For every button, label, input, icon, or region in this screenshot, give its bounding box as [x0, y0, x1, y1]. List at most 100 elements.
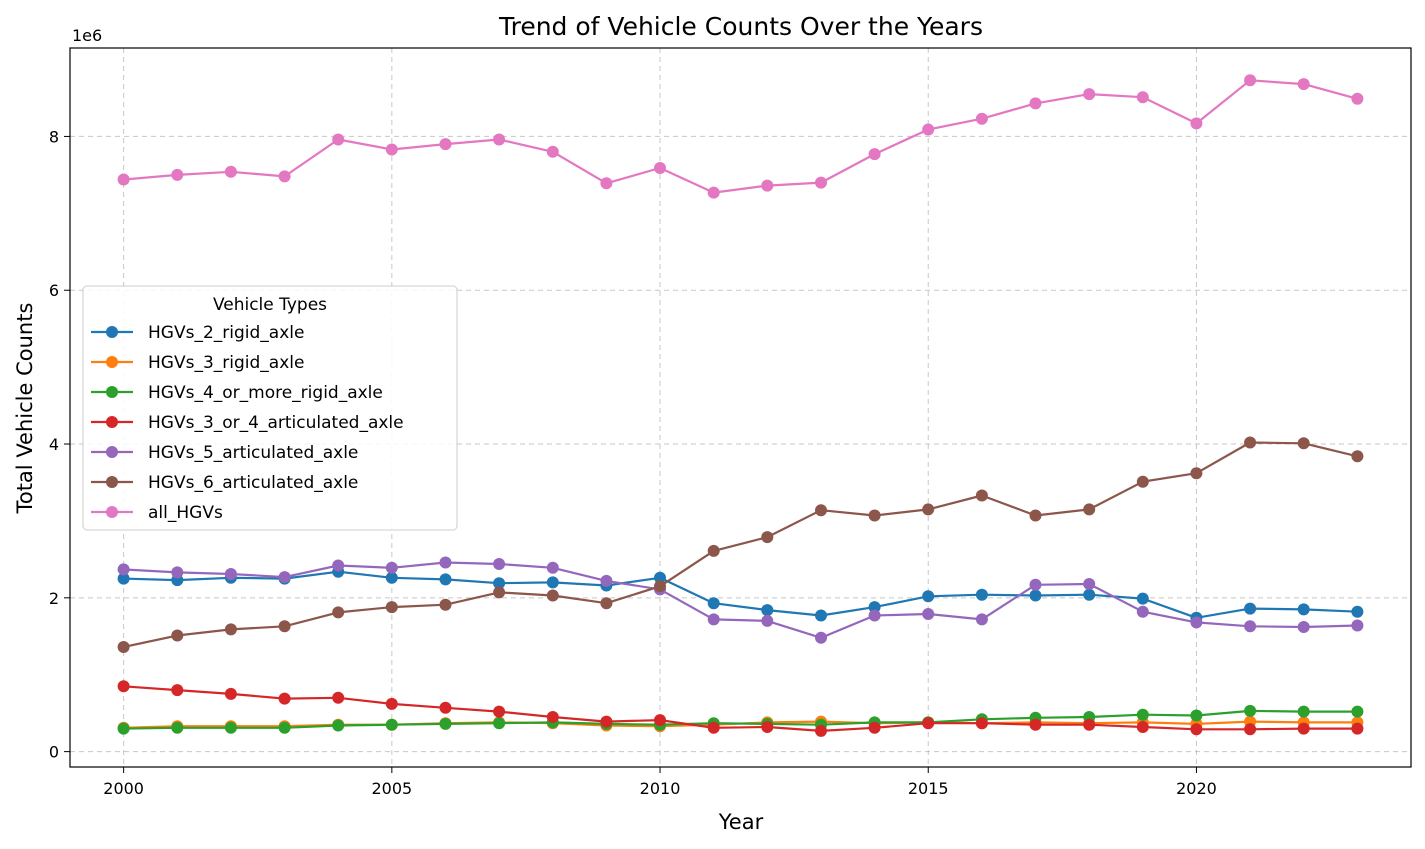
data-point [975, 112, 988, 125]
data-point [815, 724, 827, 737]
data-point [332, 719, 345, 732]
y-offset-label: 1e6 [72, 26, 102, 45]
data-point [1351, 705, 1364, 718]
x-tick-label: 2005 [371, 779, 412, 798]
data-point [493, 558, 506, 570]
x-tick-label: 2000 [103, 779, 144, 798]
data-point [1029, 97, 1042, 110]
data-point [1190, 723, 1203, 736]
series-line [123, 685, 1358, 733]
data-point [332, 559, 345, 572]
legend-label: all_HGVs [148, 503, 223, 523]
data-point [922, 503, 935, 516]
data-point [815, 631, 827, 644]
data-point [815, 609, 827, 622]
data-point [975, 613, 988, 626]
data-point [868, 601, 881, 614]
data-point [117, 173, 130, 186]
data-point [117, 563, 130, 576]
x-tick-label: 2020 [1176, 779, 1217, 798]
x-axis-title: Year [718, 810, 764, 834]
data-point [493, 577, 506, 590]
legend-item: HGVs_3_rigid_axle [91, 353, 304, 373]
series-line [123, 709, 1358, 730]
legend-marker [106, 326, 118, 338]
legend-marker [106, 476, 118, 488]
legend-marker [106, 416, 118, 428]
data-point [1297, 437, 1310, 450]
data-point [439, 556, 452, 569]
data-point [1190, 709, 1203, 722]
data-point [761, 604, 774, 617]
data-point [385, 718, 398, 731]
legend-item: HGVs_5_articulated_axle [91, 443, 358, 463]
data-point [546, 561, 559, 574]
series-HGVs_2_rigid_axle [117, 565, 1364, 624]
legend-marker [106, 506, 118, 518]
data-point [1029, 718, 1042, 731]
data-point [1351, 619, 1364, 632]
data-point [278, 170, 291, 183]
data-point [868, 509, 881, 522]
data-point [868, 148, 881, 161]
series-line [123, 79, 1358, 194]
data-point [439, 701, 452, 714]
legend-marker [106, 386, 118, 398]
series-HGVs_3_rigid_axle [117, 715, 1364, 734]
x-tick-label: 2015 [908, 779, 949, 798]
data-point [385, 571, 398, 584]
data-point [1136, 475, 1149, 488]
data-point [1136, 605, 1149, 618]
data-point [761, 179, 774, 192]
data-point [1083, 88, 1096, 101]
data-point [1351, 92, 1364, 105]
y-tick-label: 4 [49, 435, 59, 454]
data-point [493, 717, 506, 730]
data-point [224, 623, 237, 636]
data-point [1136, 708, 1149, 721]
data-point [117, 572, 130, 585]
series-line [123, 561, 1358, 639]
y-tick-label: 2 [49, 589, 59, 608]
data-point [707, 721, 720, 734]
series-layer [117, 74, 1364, 737]
data-point [1244, 723, 1257, 736]
legend-label: HGVs_4_or_more_rigid_axle [148, 383, 383, 403]
data-point [654, 580, 666, 593]
legend-box [82, 285, 458, 531]
data-point [1190, 616, 1203, 629]
data-point [1136, 721, 1149, 733]
data-point [493, 133, 506, 146]
data-point [117, 641, 130, 653]
series-HGVs_3_or_4_articulated_axle [117, 680, 1364, 737]
data-point [975, 717, 988, 730]
data-point [1083, 578, 1096, 590]
data-point [922, 717, 935, 730]
legend-label: HGVs_3_rigid_axle [148, 353, 304, 373]
legend-label: HGVs_5_articulated_axle [148, 443, 358, 463]
legend-item: HGVs_2_rigid_axle [91, 323, 304, 343]
data-point [385, 697, 398, 710]
data-point [1029, 578, 1042, 591]
series-HGVs_5_articulated_axle [117, 556, 1364, 644]
data-point [439, 573, 452, 586]
data-point [815, 504, 827, 517]
data-point [332, 606, 345, 619]
legend-marker [106, 446, 118, 458]
data-point [1190, 117, 1203, 130]
data-point [171, 168, 184, 181]
series-all_HGVs [117, 74, 1364, 199]
plot-frame [69, 47, 1412, 768]
series-HGVs_4_or_more_rigid_axle [117, 704, 1364, 735]
data-point [761, 721, 774, 733]
data-point [600, 597, 613, 610]
legend-item: HGVs_4_or_more_rigid_axle [91, 383, 383, 403]
data-point [546, 145, 559, 158]
series-HGVs_6_articulated_axle [117, 436, 1364, 653]
y-axis-title: Total Vehicle Counts [13, 303, 37, 515]
legend-item: HGVs_3_or_4_articulated_axle [91, 413, 404, 433]
data-point [493, 705, 506, 718]
data-point [922, 590, 935, 603]
series-line [123, 570, 1358, 619]
